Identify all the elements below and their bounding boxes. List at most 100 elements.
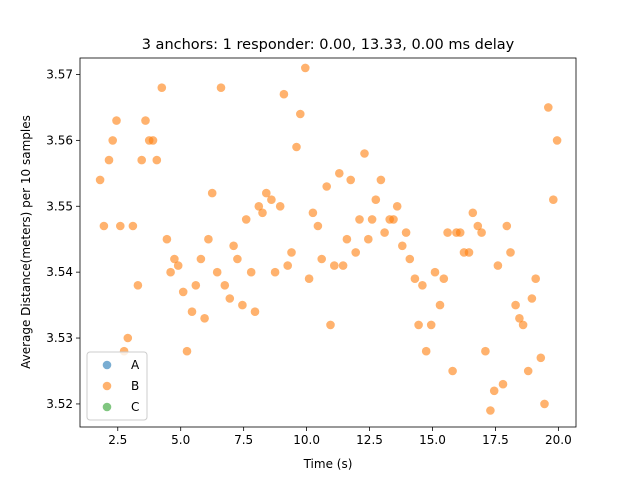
data-point-b — [376, 175, 386, 185]
data-point-b — [279, 89, 289, 99]
legend-label-a: A — [131, 358, 140, 372]
data-point-b — [342, 234, 352, 244]
data-point-b — [322, 182, 332, 191]
data-point-b — [389, 215, 398, 224]
data-point-b — [335, 169, 344, 178]
data-point-b — [95, 175, 105, 185]
legend-marker-a — [102, 360, 112, 370]
data-point-b — [178, 287, 188, 297]
data-point-b — [493, 261, 503, 270]
data-point-b — [540, 399, 549, 409]
data-point-b — [489, 386, 499, 396]
data-point-b — [338, 261, 348, 270]
data-point-b — [443, 228, 452, 237]
data-point-b — [123, 333, 133, 343]
data-point-b — [308, 208, 318, 218]
data-point-b — [435, 300, 445, 310]
data-point-b — [296, 109, 305, 119]
data-point-b — [292, 142, 301, 152]
data-point-b — [182, 346, 192, 356]
data-point-b — [398, 241, 407, 251]
y-axis-label: Average Distance(meters) per 10 samples — [19, 115, 33, 369]
data-point-b — [421, 346, 431, 356]
data-point-b — [317, 254, 327, 264]
data-point-b — [162, 234, 172, 244]
data-point-b — [367, 215, 377, 224]
data-point-b — [207, 188, 217, 198]
data-point-b — [326, 320, 335, 330]
data-point-b — [238, 300, 247, 310]
data-point-b — [116, 221, 125, 231]
data-point-b — [166, 267, 175, 277]
x-tick-label: 12.5 — [356, 433, 383, 447]
data-point-b — [502, 221, 512, 231]
data-point-b — [511, 300, 520, 310]
x-tick-label: 10.0 — [293, 433, 320, 447]
data-point-b — [304, 274, 314, 284]
x-axis-label: Time (s) — [303, 457, 353, 471]
data-point-b — [220, 281, 230, 290]
data-point-b — [380, 228, 389, 237]
legend-label-c: C — [131, 400, 139, 414]
data-point-b — [287, 248, 296, 257]
data-point-b — [254, 202, 264, 211]
data-point-b — [191, 281, 201, 290]
data-point-b — [371, 195, 381, 204]
legend-label-b: B — [131, 379, 139, 393]
plot-frame — [79, 57, 577, 428]
legend-marker-b — [102, 381, 112, 391]
data-point-b — [170, 254, 179, 264]
legend-box — [86, 351, 148, 421]
data-point-b — [481, 346, 490, 356]
data-point-b — [448, 366, 457, 376]
data-point-b — [204, 234, 213, 244]
data-point-b — [233, 254, 242, 264]
data-point-b — [418, 281, 427, 290]
data-point-b — [225, 294, 235, 303]
data-point-b — [430, 267, 440, 277]
data-point-b — [536, 353, 546, 363]
y-tick-label: 3.57 — [46, 67, 73, 81]
data-point-b — [112, 116, 121, 125]
x-tick-label: 7.5 — [234, 433, 253, 447]
data-point-b — [468, 208, 478, 218]
data-point-b — [173, 261, 183, 270]
data-point-b — [455, 228, 465, 237]
data-point-b — [250, 307, 260, 317]
data-point-b — [346, 175, 356, 185]
data-point-b — [108, 136, 117, 145]
y-tick-label: 3.52 — [46, 397, 73, 411]
data-point-b — [477, 228, 486, 237]
x-tick-label: 15.0 — [419, 433, 446, 447]
y-tick-label: 3.54 — [46, 265, 73, 279]
x-tick-label: 5.0 — [171, 433, 190, 447]
data-point-b — [187, 307, 197, 317]
data-point-b — [275, 202, 285, 211]
data-point-b — [148, 136, 158, 145]
data-point-b — [267, 195, 276, 204]
data-point-b — [439, 274, 449, 284]
y-axis-ticks: 3.52 3.53 3.54 3.55 3.56 3.57 — [46, 67, 80, 411]
data-point-b — [544, 103, 553, 112]
data-point-b — [351, 248, 361, 257]
data-point-b — [216, 83, 226, 92]
data-point-b — [414, 320, 423, 330]
data-point-b — [313, 221, 323, 231]
data-point-b — [262, 188, 271, 198]
data-point-b — [157, 83, 167, 92]
data-point-b — [128, 221, 138, 231]
data-point-b — [330, 261, 339, 270]
data-points — [95, 63, 562, 415]
y-tick-label: 3.53 — [46, 331, 73, 345]
data-point-b — [364, 234, 373, 244]
data-point-b — [212, 267, 222, 277]
data-point-b — [246, 267, 256, 277]
data-point-b — [104, 155, 114, 165]
x-tick-label: 20.0 — [545, 433, 572, 447]
y-tick-label: 3.56 — [46, 133, 73, 147]
data-point-b — [258, 208, 267, 218]
data-point-b — [133, 281, 143, 290]
data-point-b — [527, 294, 537, 303]
x-tick-label: 2.5 — [108, 433, 127, 447]
